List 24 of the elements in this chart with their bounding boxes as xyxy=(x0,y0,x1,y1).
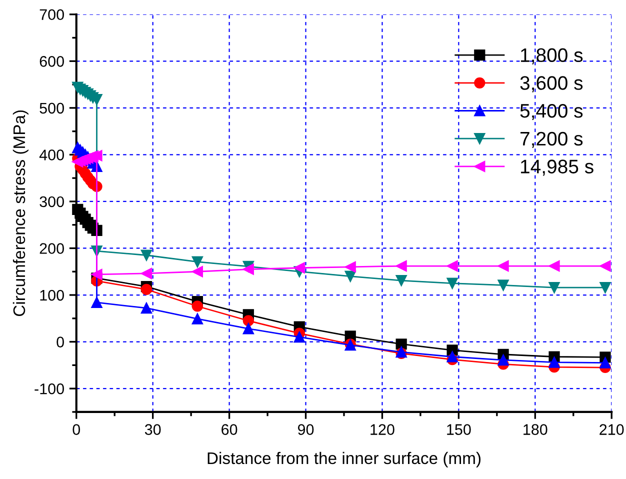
y-tick-label: 0 xyxy=(56,336,64,348)
legend-label: 3,600 s xyxy=(520,76,583,92)
y-tick-label: -100 xyxy=(34,383,64,394)
legend-label: 14,985 s xyxy=(520,160,594,176)
y-tick-label: 200 xyxy=(40,243,64,254)
y-tick-label: 600 xyxy=(40,56,64,67)
legend-label: 1,800 s xyxy=(520,48,583,64)
x-tick-label: 60 xyxy=(222,424,238,435)
x-tick-label: 180 xyxy=(524,424,548,435)
x-tick-label: 120 xyxy=(370,424,394,435)
y-tick-label: 300 xyxy=(40,196,64,208)
y-tick-label: 500 xyxy=(40,102,64,114)
x-tick-label: 210 xyxy=(600,424,624,435)
legend-label: 7,200 s xyxy=(520,132,583,148)
legend-label: 5,400 s xyxy=(520,104,583,120)
y-axis-title: Circumference stress (MPa) xyxy=(12,110,28,316)
x-tick-label: 90 xyxy=(298,424,314,435)
x-tick-label: 0 xyxy=(72,424,80,435)
y-tick-label: 100 xyxy=(40,290,64,301)
x-axis-title: Distance from the inner surface (mm) xyxy=(208,452,481,468)
y-tick-label: 400 xyxy=(39,150,64,160)
x-tick-label: 150 xyxy=(447,424,471,435)
x-tick-label: 30 xyxy=(144,424,161,435)
y-tick-label: 700 xyxy=(40,9,64,20)
